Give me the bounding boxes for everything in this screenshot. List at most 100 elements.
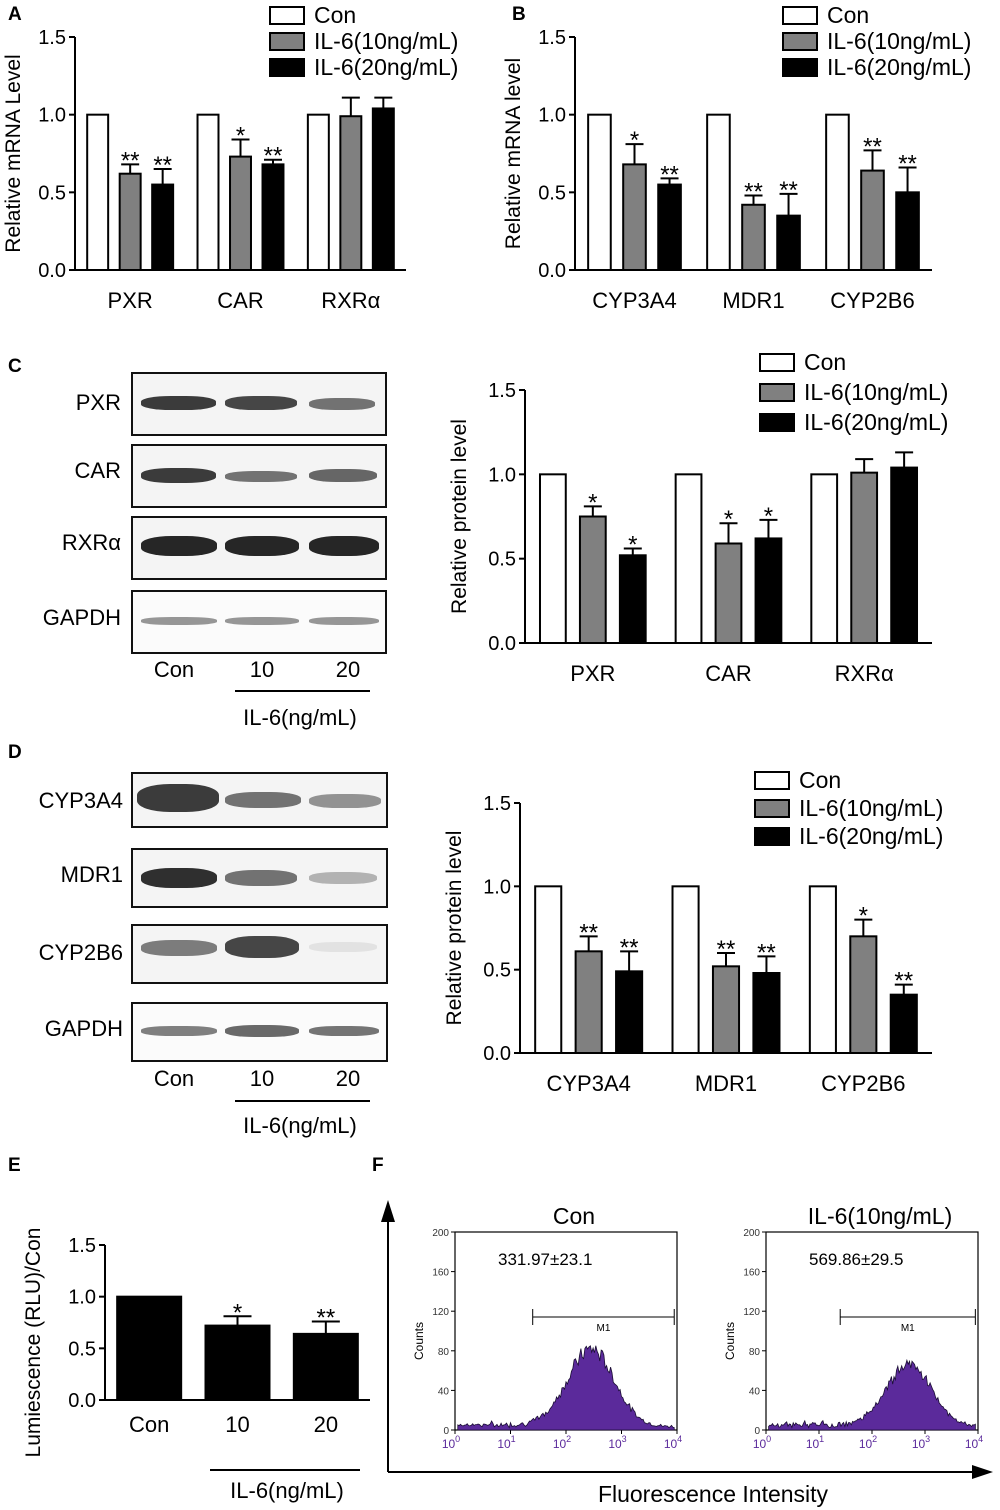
y-tick-label: 0.0 [538, 260, 566, 282]
x-tick-label: CAR [705, 661, 751, 686]
blot-band [225, 471, 297, 482]
bar [534, 885, 563, 1054]
bar [714, 542, 743, 645]
x-tick-label: 100 [442, 1434, 460, 1451]
y-tick-label: 0 [443, 1426, 449, 1437]
x-tick-label: RXRα [321, 288, 380, 313]
chart-f: Fluorescence IntensityCon331.97±23.10408… [381, 1200, 993, 1507]
y-axis-label: Relative protein level [443, 831, 466, 1026]
blot-band [141, 396, 216, 410]
significance-label: * [630, 127, 639, 154]
legend-entry: IL-6(10ng/mL) [827, 28, 971, 54]
blot-band [137, 784, 219, 812]
legend-swatch [754, 771, 790, 790]
significance-label: * [628, 532, 637, 559]
histogram-2: IL-6(10ng/mL)569.86±29.504080120160200Co… [723, 1203, 983, 1451]
x-tick-label: 101 [497, 1434, 515, 1451]
bar [118, 172, 142, 271]
legend-entry: Con [804, 349, 846, 375]
bar [615, 970, 644, 1054]
significance-label: ** [264, 143, 283, 170]
x-tick-label: CAR [217, 288, 263, 313]
y-tick-label: 0.5 [38, 182, 66, 204]
bar [752, 972, 781, 1054]
blot-d-row-label: CYP3A4 [38, 788, 123, 813]
x-tick-label: 103 [608, 1434, 626, 1451]
significance-label: ** [316, 1304, 335, 1331]
legend-entry: Con [799, 767, 841, 793]
y-tick-label: 0.5 [483, 960, 511, 982]
significance-label: ** [153, 152, 172, 179]
y-tick-label: 1.5 [538, 27, 566, 49]
bar [657, 183, 682, 271]
y-tick-label: 160 [743, 1268, 760, 1279]
x-tick-label: CYP3A4 [592, 288, 676, 313]
blot-band [309, 942, 377, 952]
bar [116, 1295, 183, 1401]
gate-label: M1 [901, 1323, 915, 1334]
blot-c-lane-label: 10 [249, 657, 275, 682]
x-tick-label: 101 [806, 1434, 824, 1451]
panel-letter-b: B [512, 4, 526, 25]
blot-d-lane-label: Con [153, 1066, 195, 1091]
significance-label: ** [863, 133, 882, 160]
x-tick-label: 103 [912, 1434, 930, 1451]
bar [204, 1324, 271, 1401]
blot-band [225, 617, 299, 625]
blot-d-lane-label: 20 [335, 1066, 361, 1091]
bar [574, 950, 603, 1054]
bar [741, 203, 766, 271]
legend-swatch [782, 6, 818, 25]
blot-band [225, 396, 297, 410]
bar [371, 107, 395, 271]
x-tick-exponent: 3 [622, 1434, 627, 1444]
blot-band [141, 468, 216, 483]
blot-c-strip-pxr [131, 372, 387, 436]
legend-entry: IL-6(20ng/mL) [827, 54, 971, 80]
bar [825, 113, 850, 271]
blot-band [309, 617, 379, 625]
legend-swatch [759, 413, 795, 432]
chart-a: 0.0 0.5 1.0 1.5 Relative mRNA Level PXR ** ** CA… [2, 2, 458, 313]
bar [618, 554, 647, 644]
significance-label: * [859, 903, 868, 930]
bar [895, 191, 920, 271]
blot-band [141, 536, 217, 556]
x-tick-exponent: 4 [677, 1434, 682, 1444]
blot-band [309, 469, 377, 482]
blot-band [225, 870, 297, 886]
y-tick-label: 1.0 [488, 464, 516, 486]
bar [306, 113, 330, 271]
panel-letter-f: F [372, 1155, 384, 1176]
legend-entry: Con [827, 2, 869, 28]
blot-c-lane-label: 20 [335, 657, 361, 682]
bar [86, 113, 110, 271]
y-tick-label: 200 [743, 1228, 760, 1239]
panel-letter-d: D [8, 742, 22, 763]
blot-c-treatment-line [235, 690, 370, 692]
blot-band [225, 936, 299, 958]
bar [890, 466, 919, 644]
bar [538, 473, 567, 645]
y-tick-label: 1.5 [68, 1235, 96, 1257]
legend-swatch [269, 6, 305, 25]
x-tick-label: 20 [314, 1412, 338, 1437]
y-tick-label: 1.5 [38, 27, 66, 49]
significance-label: ** [757, 939, 776, 966]
y-tick-label: 0.0 [38, 260, 66, 282]
y-tick-label: 1.5 [483, 793, 511, 815]
bar [339, 115, 363, 271]
y-tick-label: 0.5 [68, 1338, 96, 1360]
y-tick-label: 160 [432, 1268, 449, 1279]
blot-c-strip-gapdh [131, 590, 387, 654]
gate-label: M1 [597, 1323, 611, 1334]
significance-label: * [724, 506, 733, 533]
significance-label: * [588, 489, 597, 516]
panel-letter-e: E [8, 1155, 21, 1176]
x-tick-exponent: 3 [925, 1434, 930, 1444]
treatment-label: IL-6(ng/mL) [230, 1478, 344, 1503]
chart-e: 0.0 0.5 1.0 1.5 Lumiescence (RLU)/Con Con * 10 *… [22, 1228, 370, 1503]
y-tick-label: 120 [743, 1307, 760, 1318]
blot-band [225, 1025, 299, 1037]
